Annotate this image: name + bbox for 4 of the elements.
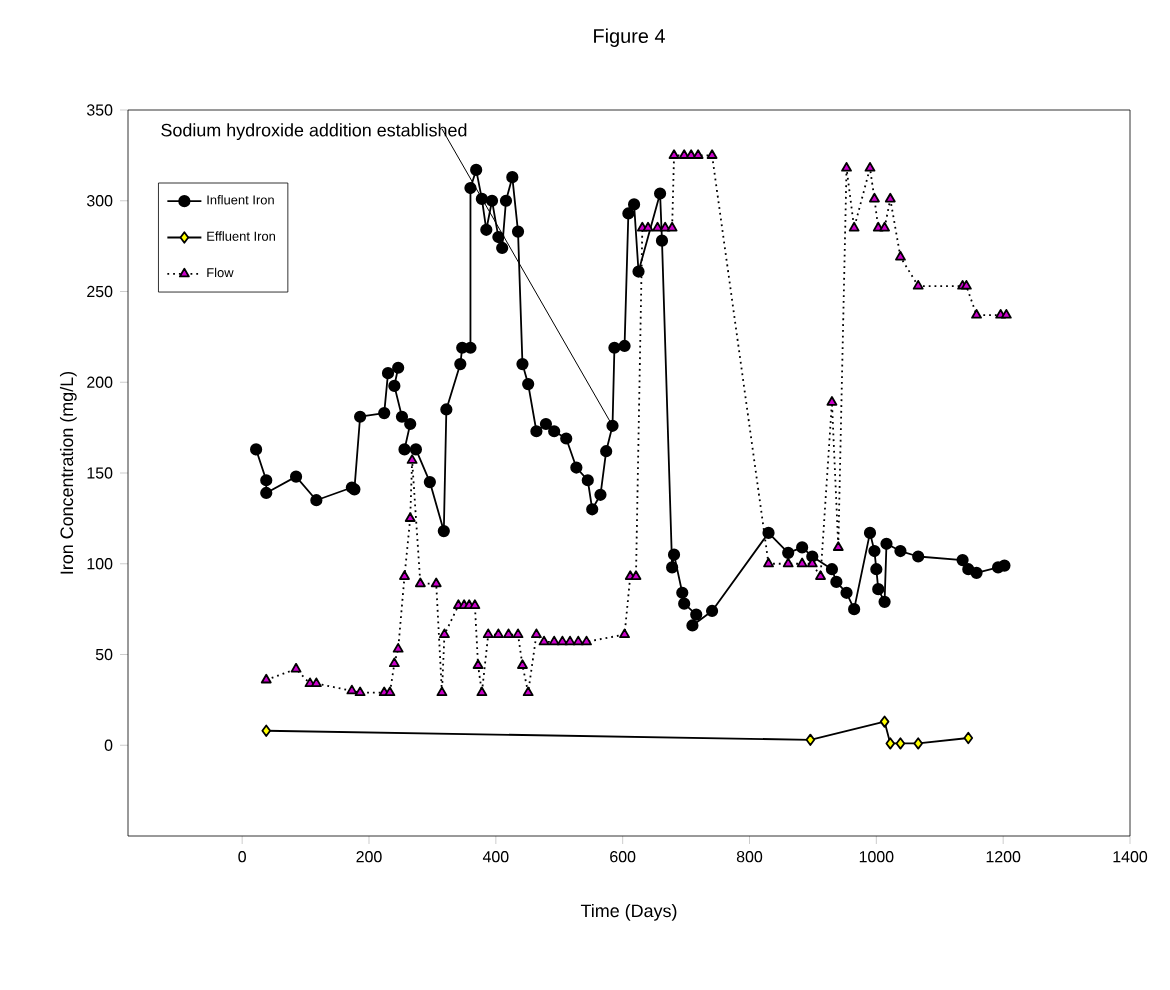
chart-title: Figure 4 (594, 28, 665, 47)
annotation: Sodium hydroxide addition established (161, 123, 467, 140)
y-axis-title: Iron Concentration (mg/L) (59, 371, 77, 574)
x-axis-title: Time (Days) (580, 904, 677, 921)
